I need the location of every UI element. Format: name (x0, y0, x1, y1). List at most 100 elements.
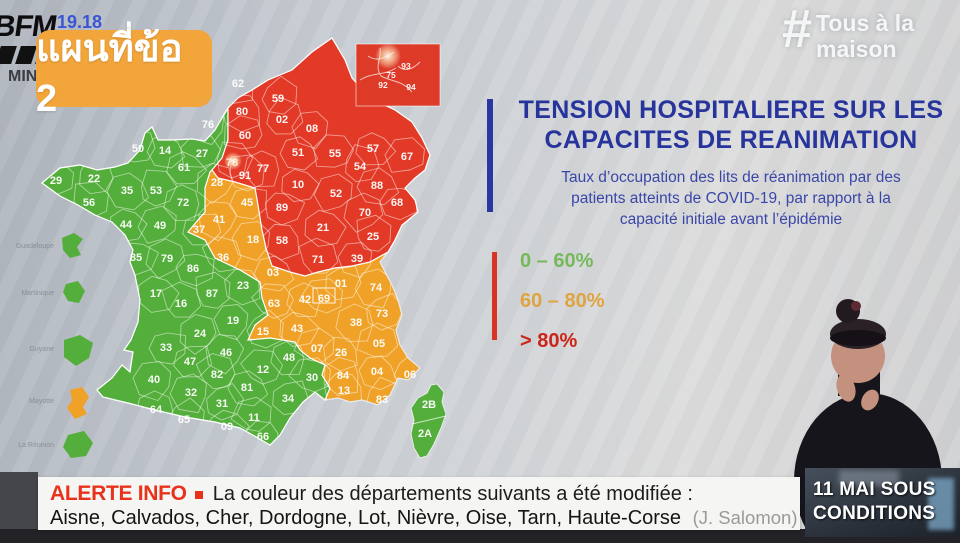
dept-label-33: 33 (160, 342, 172, 354)
dept-label-59: 59 (272, 93, 284, 105)
dept-label-25: 25 (367, 231, 379, 243)
camera-glare (375, 43, 401, 69)
clock: 19.18 (57, 12, 103, 32)
camera-glare-small (224, 152, 242, 170)
dept-label-67: 67 (401, 151, 413, 163)
dept-label-57: 57 (367, 143, 379, 155)
dept-label-16: 16 (175, 298, 187, 310)
thai-annotation-text: แผนที่ข้อ 2 (36, 27, 183, 120)
alert-bullet-icon (194, 491, 203, 499)
overseas-insets (62, 233, 93, 458)
alert-tag: ALERTE INFO (50, 482, 187, 505)
dept-label-19: 19 (227, 315, 239, 327)
overseas-reunion (63, 431, 93, 458)
dept-label-18: 18 (247, 234, 259, 246)
overseas-label-martinique: Martinique (21, 290, 54, 297)
interpreter-hand-right (861, 389, 879, 411)
dept-label-2A: 2A (418, 428, 432, 440)
thai-annotation-sticker: แผนที่ข้อ 2 (36, 28, 212, 120)
badge-photo-street (839, 470, 899, 486)
dept-label-29: 29 (50, 175, 62, 187)
dept-label-75: 75 (386, 70, 396, 80)
alert-departments: Aisne, Calvados, Cher, Dordogne, Lot, Ni… (50, 507, 682, 529)
dept-label-30: 30 (306, 372, 318, 384)
dept-label-52: 52 (330, 188, 342, 200)
dept-label-83: 83 (376, 394, 388, 406)
alert-banner: ALERTE INFO La couleur des départements … (38, 477, 800, 530)
overseas-guadeloupe (62, 233, 83, 258)
dept-label-22: 22 (88, 173, 100, 185)
zone-red (211, 37, 431, 277)
overseas-mayotte (67, 387, 89, 419)
hashtag-overlay: # Tous à la maison (782, 2, 914, 63)
overseas-label-guyane: Guyane (29, 346, 54, 353)
overseas-guyane (64, 335, 93, 366)
dept-label-34: 34 (282, 393, 295, 405)
dept-label-70: 70 (359, 207, 371, 219)
chart-subtitle: Taux d’occupation des lits de réanimatio… (561, 169, 901, 228)
dept-label-85: 85 (130, 252, 142, 264)
dept-label-08: 08 (306, 123, 318, 135)
dept-label-31: 31 (216, 398, 228, 410)
dept-label-76: 76 (202, 119, 214, 131)
legend: 0 – 60% 60 – 80% > 80% (520, 250, 605, 353)
interpreter-headband (830, 330, 886, 346)
title-accent-bar (487, 99, 493, 212)
alert-source: (J. Salomon) (692, 507, 798, 528)
dept-label-13: 13 (338, 385, 350, 397)
dept-label-04: 04 (371, 366, 384, 378)
dept-label-46: 46 (220, 347, 232, 359)
dept-label-81: 81 (241, 382, 253, 394)
dept-label-45: 45 (241, 197, 253, 209)
legend-item-orange: 60 – 80% (520, 290, 605, 312)
dept-label-53: 53 (150, 185, 162, 197)
dept-label-61: 61 (178, 162, 190, 174)
dept-label-55: 55 (329, 148, 341, 160)
corsica-border (411, 415, 447, 425)
dept-label-39: 39 (351, 253, 363, 265)
dept-label-48: 48 (283, 352, 295, 364)
dept-label-01: 01 (335, 278, 347, 290)
overseas-label-mayotte: Mayotte (29, 398, 54, 405)
dept-label-24: 24 (194, 328, 207, 340)
ile-de-france-inset (355, 43, 441, 107)
dept-label-06: 06 (404, 369, 416, 381)
dept-label-82: 82 (211, 369, 223, 381)
dept-label-65: 65 (178, 414, 190, 426)
dept-label-35: 35 (121, 185, 133, 197)
dept-label-79: 79 (161, 253, 173, 265)
overseas-martinique (63, 281, 85, 303)
dept-label-17: 17 (150, 288, 162, 300)
hashtag-line1: Tous à la (816, 10, 914, 36)
dept-label-73: 73 (376, 308, 388, 320)
dept-label-89: 89 (276, 202, 288, 214)
dept-label-71: 71 (312, 254, 324, 266)
dept-label-93: 93 (401, 61, 411, 71)
dept-label-84: 84 (337, 370, 350, 382)
channel-logo: BFM MIN (0, 10, 58, 86)
dept-label-15: 15 (257, 326, 269, 338)
dept-label-36: 36 (217, 252, 229, 264)
dept-label-32: 32 (185, 387, 197, 399)
dept-label-88: 88 (371, 180, 383, 192)
dept-label-14: 14 (159, 145, 172, 157)
legend-accent-bar (492, 252, 497, 340)
badge-line1: 11 MAI SOUS (813, 479, 936, 500)
dept-label-10: 10 (292, 179, 304, 191)
dept-label-38: 38 (350, 317, 362, 329)
dept-label-12: 12 (257, 364, 269, 376)
dept-label-23: 23 (237, 280, 249, 292)
tv-bezel-bottom (0, 529, 960, 543)
interpreter-hand-left (836, 374, 856, 402)
dept-label-87: 87 (206, 288, 218, 300)
dept-label-51: 51 (292, 147, 304, 159)
dept-label-50: 50 (132, 143, 144, 155)
dept-label-26: 26 (335, 347, 347, 359)
dept-label-43: 43 (291, 323, 303, 335)
dept-label-72: 72 (177, 197, 189, 209)
dept-label-74: 74 (370, 282, 383, 294)
dept-label-80: 80 (236, 106, 248, 118)
legend-item-green: 0 – 60% (520, 250, 594, 272)
dept-label-05: 05 (373, 338, 385, 350)
